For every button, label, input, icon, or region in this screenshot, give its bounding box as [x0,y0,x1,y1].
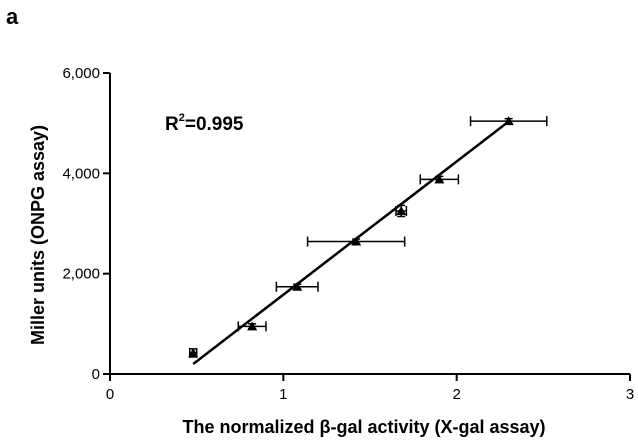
data-point [395,204,408,218]
r-squared-annotation: R2=0.995 [165,112,244,136]
triangle-marker [503,116,514,126]
fit-line-group [192,123,506,365]
x-axis-label: The normalized β-gal activity (X-gal ass… [182,417,546,437]
triangle-marker [396,205,407,215]
triangle-marker [247,321,258,331]
y-tick-label: 4,000 [62,165,100,182]
x-tick-label: 1 [279,386,287,403]
x-tick-label: 2 [452,386,460,403]
triangle-marker [351,236,362,246]
r2-superscript: 2 [178,112,185,124]
triangle-marker [188,347,199,357]
triangle-marker [292,281,303,291]
x-tick-label: 3 [626,386,634,403]
data-point [188,347,199,358]
y-tick-label: 6,000 [62,65,100,82]
x-tick-label: 0 [106,386,114,403]
data-point [469,116,548,127]
y-tick-label: 2,000 [62,266,100,283]
y-tick-label: 0 [92,366,100,383]
data-points [188,116,548,358]
fit-line [192,123,506,365]
axes [109,73,630,375]
data-point [306,236,406,247]
panel-label: a [6,4,19,29]
triangle-marker [434,174,445,184]
y-axis-label: Miller units (ONPG assay) [28,124,48,346]
data-point [275,281,319,292]
data-point [237,321,267,332]
r2-prefix: R [165,114,179,135]
r2-value: =0.995 [184,114,244,135]
data-point [419,174,460,185]
ticks: 0 1 2 3 0 2,000 4,000 6,000 [62,65,634,403]
